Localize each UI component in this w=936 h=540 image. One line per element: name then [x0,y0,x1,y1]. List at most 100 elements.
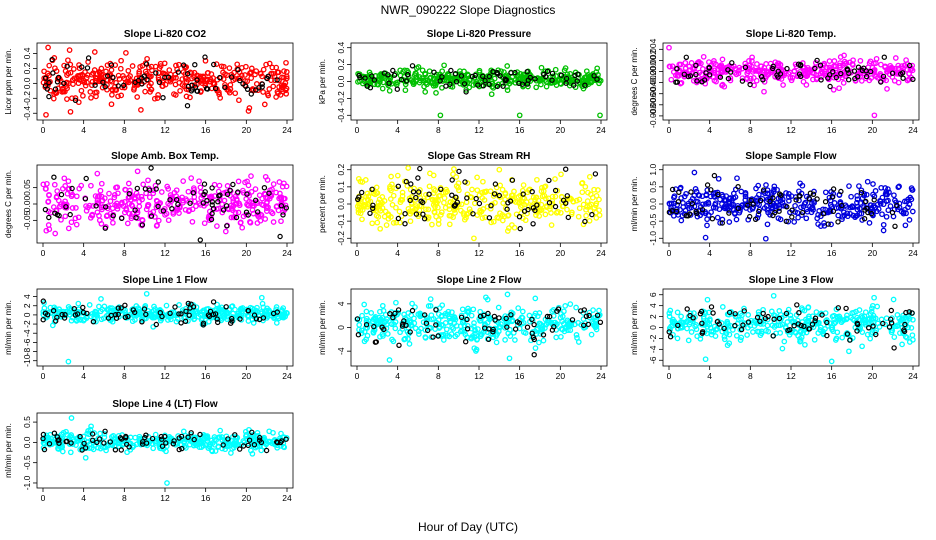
highlight-point [443,83,449,89]
data-point [118,57,124,64]
data-point [479,215,486,221]
highlight-point [69,185,75,192]
highlight-point [46,79,52,86]
highlight-points [42,165,289,243]
highlight-point [594,76,600,82]
highlight-point [418,198,424,204]
highlight-point [253,316,260,322]
data-point [563,323,570,330]
highlight-point [488,202,494,209]
data-point [180,178,187,184]
data-point [193,304,200,311]
highlight-point [777,191,783,197]
data-point [235,178,242,185]
data-point [242,72,248,78]
data-point [826,58,833,64]
data-point [711,58,717,64]
data-point [671,193,678,200]
data-point [85,428,91,434]
highlight-point [714,319,721,325]
data-point [750,329,756,335]
highlight-point [745,319,752,325]
data-point [426,68,433,75]
x-tick-label: 16 [201,493,211,503]
data-point [450,171,456,178]
data-point [171,91,177,97]
highlight-point [796,310,802,316]
data-point [774,60,781,67]
highlight-point [516,213,523,220]
highlight-point [549,327,556,333]
outlier-point [702,356,709,363]
data-point [537,77,543,83]
x-tick-label: 8 [122,371,127,381]
outlier-point [770,292,777,299]
highlight-point [789,207,795,213]
highlight-point [110,212,116,219]
highlight-point [770,65,776,72]
data-point [737,337,744,343]
data-point [469,186,475,193]
highlight-point [783,310,790,317]
data-point [567,301,574,307]
highlight-point [681,71,688,78]
data-point [678,195,685,201]
data-point [826,320,833,326]
highlight-point [277,439,284,446]
data-point [237,219,244,226]
data-point [803,215,810,222]
highlight-point [552,203,559,210]
data-point [220,69,226,76]
highlight-point [183,308,189,314]
highlight-point [118,215,125,221]
data-point [451,315,458,321]
data-point [777,216,784,223]
data-point [115,93,121,100]
highlight-point [871,197,877,203]
highlight-point [560,197,567,203]
x-tick-label: 0 [667,125,672,135]
data-point [59,448,66,455]
data-point [873,73,880,80]
data-point [248,447,254,454]
data-point [891,192,897,199]
outlier-point [68,415,75,421]
highlight-point [789,214,795,220]
data-point [570,198,577,205]
highlight-point [830,186,837,192]
data-point [754,61,760,67]
data-point [859,343,865,350]
series-points [354,165,603,242]
x-tick-label: 16 [201,125,211,135]
data-point [185,318,191,324]
y-tick-label: -2 [22,320,32,328]
x-tick-label: 0 [667,248,672,258]
highlight-point [509,177,516,183]
highlight-point [480,83,486,89]
data-point [445,72,452,79]
data-point [392,325,399,332]
highlight-point [694,210,700,216]
highlight-point [453,194,459,200]
data-point [850,57,856,64]
data-point [586,217,593,224]
data-point [256,192,263,199]
data-point [230,214,237,221]
highlight-point [817,62,824,68]
data-point [470,306,477,313]
data-point [97,78,103,85]
highlight-point [101,440,107,446]
data-point [789,75,796,81]
data-point [510,192,516,199]
highlight-point [532,207,538,214]
data-point [158,208,164,214]
highlight-point [141,306,148,312]
data-point [253,81,260,87]
data-point [540,337,547,344]
data-point [191,194,198,200]
data-point [506,225,512,231]
highlight-point [564,193,571,199]
highlight-point [420,211,426,217]
data-point [468,312,475,319]
